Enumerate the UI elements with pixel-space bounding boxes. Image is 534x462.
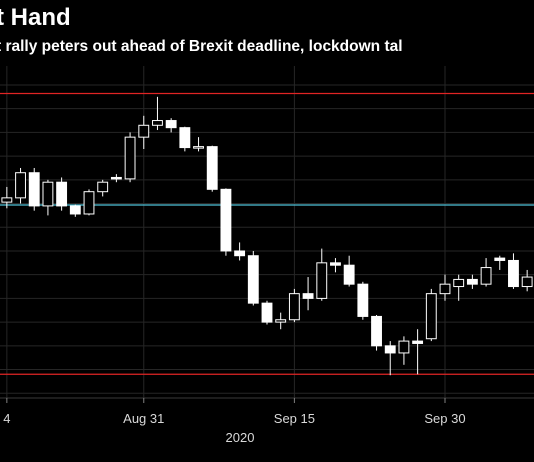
candle-25 [343,255,355,287]
candle-body-20 [275,319,287,323]
candle-body-17 [234,250,246,257]
candle-body-11 [152,120,163,126]
candle-body-0 [1,197,13,203]
candle-body-14 [193,146,204,149]
candle-33 [453,274,465,301]
candle-11 [152,96,163,131]
candle-body-29 [398,340,410,354]
candle-body-3 [42,181,54,207]
candle-14 [193,137,204,152]
candle-body-10 [138,124,150,138]
x-tick-label-1: Aug 31 [123,411,164,426]
chart-title: t Hand [0,4,71,31]
candle-38 [521,269,533,292]
candle-body-7 [97,181,109,193]
candle-35 [480,258,492,287]
candle-5 [69,204,81,217]
candle-23 [316,248,328,301]
x-tick-label-0: 4 [3,411,10,426]
candle-body-12 [165,120,177,129]
x-axis-year-label: 2020 [226,430,255,445]
candle-24 [330,258,341,273]
candle-3 [42,179,54,216]
candle-body-37 [508,259,519,288]
candle-body-28 [384,345,396,354]
candle-body-30 [412,340,424,344]
candle-7 [97,179,109,197]
candle-9 [124,132,136,183]
candle-31 [425,288,437,342]
candle-body-21 [288,293,300,321]
candle-body-13 [179,127,191,149]
x-tick-label-3: Sep 30 [424,411,465,426]
candle-body-19 [261,302,273,323]
candle-36 [494,255,506,270]
candle-body-31 [425,293,437,340]
candle-body-5 [69,205,81,215]
candle-body-38 [521,276,533,288]
candle-body-4 [56,181,68,207]
candle-2 [28,167,40,211]
candle-body-32 [439,283,451,295]
candle-12 [165,118,177,133]
candle-26 [357,281,369,320]
candle-22 [302,277,314,311]
candle-body-35 [480,267,492,285]
candle-27 [371,315,382,351]
candle-32 [439,274,451,301]
candle-body-9 [124,136,136,180]
candle-1 [15,167,26,204]
candle-20 [275,312,287,330]
candle-body-27 [371,315,382,347]
candle-10 [138,115,150,149]
candle-29 [398,336,410,365]
candle-body-23 [316,262,328,299]
candle-body-36 [494,257,506,261]
candle-body-26 [357,283,369,317]
candle-body-2 [28,172,40,207]
candle-body-16 [220,188,232,252]
candle-13 [179,126,191,152]
candle-21 [288,288,300,323]
candles [1,96,533,376]
candle-body-8 [110,176,122,180]
candle-17 [234,242,246,261]
candle-30 [412,329,424,375]
candle-8 [110,174,122,183]
candle-body-22 [302,293,314,299]
candle-19 [261,300,273,325]
candle-6 [83,189,95,216]
x-axis-ticks: 4 Aug 31 Sep 15 Sep 30 [3,398,466,426]
candle-28 [384,341,396,376]
candle-body-1 [15,172,26,199]
candle-body-33 [453,278,465,288]
candle-body-24 [330,262,341,266]
reference-lines [0,92,534,375]
candle-37 [508,253,519,289]
candle-body-6 [83,191,95,215]
x-tick-label-2: Sep 15 [274,411,315,426]
chart-subtitle: t rally peters out ahead of Brexit deadl… [0,38,403,55]
candle-34 [466,274,478,289]
candle-18 [247,250,259,306]
candle-body-15 [206,146,218,190]
candle-body-18 [247,255,259,304]
candle-15 [206,145,218,192]
candle-body-34 [466,278,478,285]
grid-lines [0,66,534,398]
candle-body-25 [343,264,355,285]
candle-0 [1,186,13,209]
candle-16 [220,188,232,256]
candle-4 [56,177,68,211]
